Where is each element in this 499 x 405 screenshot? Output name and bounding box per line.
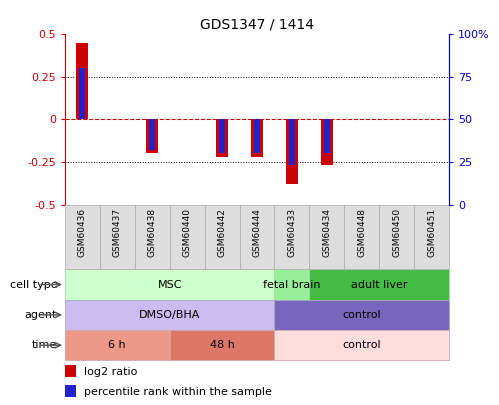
Bar bbox=[219, 119, 225, 153]
FancyBboxPatch shape bbox=[205, 205, 240, 269]
Text: GSM60450: GSM60450 bbox=[392, 208, 401, 257]
Text: 48 h: 48 h bbox=[210, 340, 235, 350]
Bar bbox=[146, 119, 158, 153]
Text: GSM60451: GSM60451 bbox=[427, 208, 436, 257]
Bar bbox=[65, 364, 76, 377]
Text: control: control bbox=[342, 340, 381, 350]
FancyBboxPatch shape bbox=[274, 269, 309, 300]
FancyBboxPatch shape bbox=[65, 205, 100, 269]
FancyBboxPatch shape bbox=[344, 205, 379, 269]
FancyBboxPatch shape bbox=[414, 205, 449, 269]
Text: GSM60433: GSM60433 bbox=[287, 208, 296, 257]
Text: 6 h: 6 h bbox=[108, 340, 126, 350]
FancyBboxPatch shape bbox=[274, 300, 449, 330]
Text: adult liver: adult liver bbox=[351, 279, 408, 290]
FancyBboxPatch shape bbox=[135, 205, 170, 269]
Text: GSM60436: GSM60436 bbox=[78, 208, 87, 257]
Text: GSM60448: GSM60448 bbox=[357, 208, 366, 257]
Bar bbox=[79, 68, 85, 119]
Text: GSM60438: GSM60438 bbox=[148, 208, 157, 257]
Bar bbox=[65, 385, 76, 397]
FancyBboxPatch shape bbox=[309, 269, 449, 300]
FancyBboxPatch shape bbox=[170, 330, 274, 360]
Title: GDS1347 / 1414: GDS1347 / 1414 bbox=[200, 18, 314, 32]
Bar bbox=[324, 119, 330, 153]
Bar bbox=[251, 119, 263, 157]
Text: log2 ratio: log2 ratio bbox=[84, 367, 137, 377]
FancyBboxPatch shape bbox=[65, 300, 274, 330]
Text: GSM60444: GSM60444 bbox=[252, 208, 261, 257]
Bar bbox=[254, 119, 260, 153]
Text: time: time bbox=[32, 340, 57, 350]
Bar bbox=[286, 119, 298, 184]
Text: GSM60442: GSM60442 bbox=[218, 208, 227, 257]
Text: MSC: MSC bbox=[157, 279, 182, 290]
FancyBboxPatch shape bbox=[100, 205, 135, 269]
Bar bbox=[76, 43, 88, 119]
Text: percentile rank within the sample: percentile rank within the sample bbox=[84, 387, 272, 397]
FancyBboxPatch shape bbox=[65, 269, 274, 300]
Text: fetal brain: fetal brain bbox=[263, 279, 321, 290]
FancyBboxPatch shape bbox=[379, 205, 414, 269]
Text: GSM60434: GSM60434 bbox=[322, 208, 331, 257]
Bar bbox=[289, 119, 295, 165]
Text: agent: agent bbox=[25, 310, 57, 320]
FancyBboxPatch shape bbox=[309, 205, 344, 269]
FancyBboxPatch shape bbox=[240, 205, 274, 269]
Bar bbox=[149, 119, 155, 150]
FancyBboxPatch shape bbox=[274, 330, 449, 360]
FancyBboxPatch shape bbox=[170, 205, 205, 269]
Text: GSM60440: GSM60440 bbox=[183, 208, 192, 257]
Text: cell type: cell type bbox=[9, 279, 57, 290]
Text: DMSO/BHA: DMSO/BHA bbox=[139, 310, 200, 320]
Text: GSM60437: GSM60437 bbox=[113, 208, 122, 257]
Text: control: control bbox=[342, 310, 381, 320]
FancyBboxPatch shape bbox=[274, 205, 309, 269]
Bar bbox=[216, 119, 228, 157]
Bar bbox=[321, 119, 333, 165]
FancyBboxPatch shape bbox=[65, 330, 170, 360]
